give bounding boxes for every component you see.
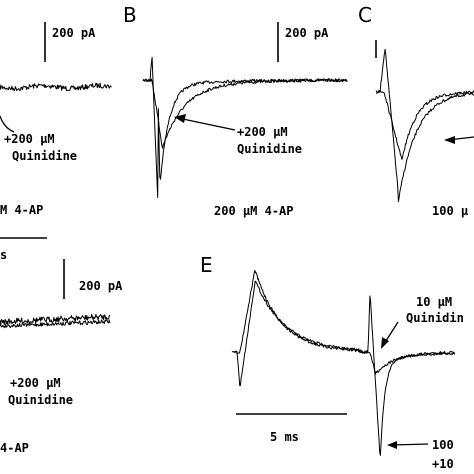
arrow-label-e-top-line2: Quinidin bbox=[406, 311, 464, 325]
condition-c: 100 μ bbox=[432, 204, 468, 218]
scale-label-d: 200 pA bbox=[79, 279, 123, 293]
panel-letter-b: B bbox=[123, 3, 137, 27]
trace-d-drug bbox=[0, 319, 111, 329]
arrowhead-e-bottom bbox=[387, 441, 397, 449]
arrowhead-b bbox=[174, 114, 186, 123]
arrowhead-e-top bbox=[381, 337, 389, 349]
panel-d: 200 pA +200 μM Quinidine 4-AP bbox=[0, 259, 123, 455]
scale-label-a: 200 pA bbox=[52, 26, 96, 40]
time-label-a: s bbox=[0, 248, 7, 262]
arrow-a bbox=[0, 115, 15, 133]
arrow-label-e-bottom-line1: 100 bbox=[432, 438, 454, 452]
arrow-label-d-line1: +200 μM bbox=[10, 376, 61, 390]
trace-c-control bbox=[375, 48, 474, 203]
condition-b: 200 μM 4-AP bbox=[214, 204, 293, 218]
trace-c-drug bbox=[375, 90, 474, 160]
trace-panel-a bbox=[0, 82, 112, 92]
arrowhead-c bbox=[444, 136, 455, 144]
arrow-label-a-line1: +200 μM bbox=[4, 132, 55, 146]
panel-c: C 100 μ bbox=[358, 3, 474, 218]
arrow-b bbox=[177, 117, 236, 131]
panel-letter-c: C bbox=[358, 3, 372, 27]
panel-b: B 200 pA +200 μM Quinidine 200 μM 4-AP bbox=[123, 3, 348, 218]
panel-letter-e: E bbox=[200, 253, 213, 277]
time-label-e: 5 ms bbox=[270, 430, 299, 444]
trace-e-2 bbox=[235, 269, 455, 375]
arrow-label-b-line1: +200 μM bbox=[237, 125, 288, 139]
arrow-label-d-line2: Quinidine bbox=[8, 393, 73, 407]
condition-d: 4-AP bbox=[0, 441, 29, 455]
panel-e: E 10 μM Quinidin 5 ms 100 +10 bbox=[200, 253, 464, 471]
arrow-label-a-line2: Quinidine bbox=[12, 149, 77, 163]
panel-a: 200 pA +200 μM Quinidine M 4-AP s bbox=[0, 22, 112, 262]
trace-d-control bbox=[0, 313, 111, 326]
arrow-label-b-line2: Quinidine bbox=[237, 142, 302, 156]
arrow-e-bottom bbox=[391, 443, 429, 446]
condition-a: M 4-AP bbox=[0, 203, 43, 217]
arrow-label-e-bottom-line2: +10 bbox=[432, 457, 454, 471]
arrow-label-e-top-line1: 10 μM bbox=[416, 295, 452, 309]
scale-label-b: 200 pA bbox=[285, 26, 329, 40]
